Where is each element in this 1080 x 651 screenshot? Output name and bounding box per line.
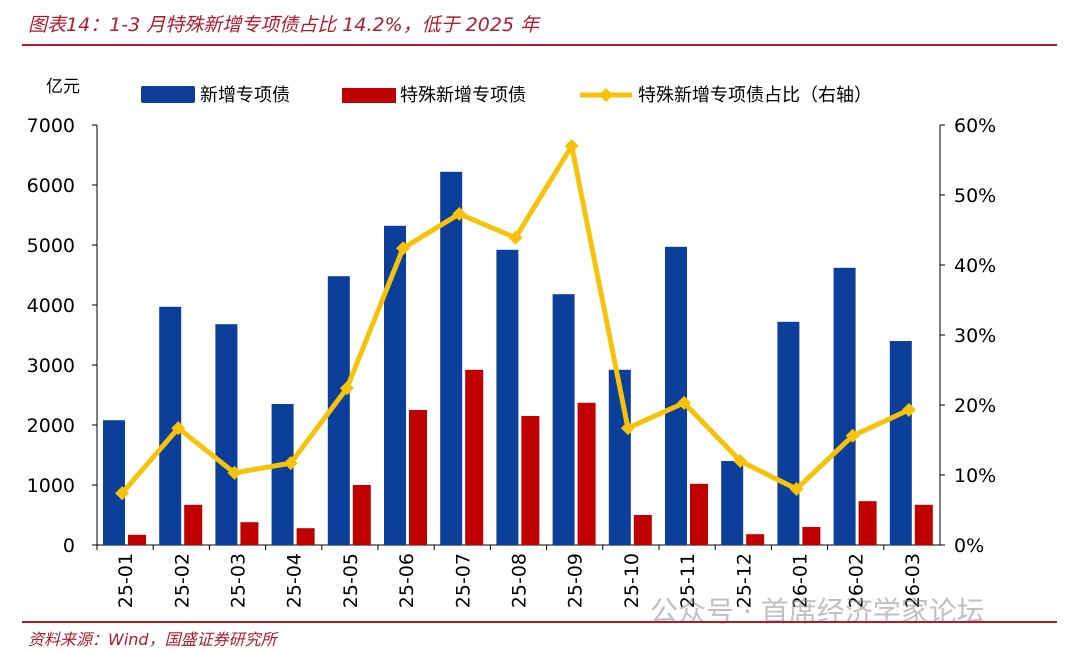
line-marker <box>396 241 411 256</box>
line-marker <box>901 402 916 417</box>
x-tick-label: 25-07 <box>452 553 474 608</box>
line-marker <box>339 381 354 396</box>
figure-title: 图表14：1-3 月特殊新增专项债占比 14.2%，低于 2025 年 <box>28 14 540 36</box>
x-tick-label: 25-06 <box>396 553 418 608</box>
line-marker <box>452 206 467 221</box>
y-tick-label: 1000 <box>27 475 75 497</box>
line-marker <box>115 486 130 501</box>
line-marker <box>845 428 860 443</box>
line-marker <box>677 395 692 410</box>
y-tick-label: 7000 <box>27 115 75 137</box>
x-tick-label: 25-10 <box>621 553 643 608</box>
bar-special-new-bond <box>521 416 540 545</box>
y2-tick-label: 40% <box>954 255 996 277</box>
bar-new-special-bond <box>271 404 294 545</box>
legend-label: 新增专项债 <box>200 85 290 106</box>
line-marker <box>283 456 298 471</box>
line-marker <box>733 454 748 468</box>
y2-tick-label: 50% <box>954 185 996 207</box>
x-tick-label: 26-01 <box>790 553 812 608</box>
bar-new-special-bond <box>665 246 687 546</box>
y-tick-label: 0 <box>63 535 75 557</box>
y-tick-label: 2000 <box>27 415 75 437</box>
x-tick-label: 25-12 <box>733 553 755 608</box>
x-tick-label: 26-02 <box>846 553 868 608</box>
bar-new-special-bond <box>889 341 912 545</box>
bar-special-new-bond <box>858 501 877 545</box>
y2-tick-label: 10% <box>954 465 996 487</box>
bar-special-new-bond <box>296 528 315 545</box>
line-marker <box>789 482 804 496</box>
line-marker <box>227 465 242 480</box>
y2-tick-label: 0% <box>954 535 984 557</box>
line-marker <box>620 421 635 436</box>
bar-new-special-bond <box>552 294 575 545</box>
bar-special-new-bond <box>184 504 203 545</box>
x-tick-label: 25-05 <box>340 553 362 608</box>
bar-new-special-bond <box>327 276 350 545</box>
bar-new-special-bond <box>777 321 800 545</box>
bar-special-new-bond <box>409 410 427 545</box>
bar-new-special-bond <box>215 324 238 545</box>
title-divider <box>22 44 1057 46</box>
bar-special-new-bond <box>802 527 821 545</box>
bar-new-special-bond <box>159 306 182 545</box>
bar-new-special-bond <box>496 249 519 546</box>
bar-special-new-bond <box>746 534 765 545</box>
y-tick-label: 5000 <box>27 235 75 257</box>
x-tick-label: 25-02 <box>171 553 193 608</box>
legend-marker <box>599 88 613 102</box>
y-tick-label: 3000 <box>27 355 75 377</box>
line-marker <box>508 230 523 245</box>
x-tick-label: 25-09 <box>565 553 587 608</box>
source-note: 资料来源：Wind，国盛证券研究所 <box>28 630 277 649</box>
bar-special-new-bond <box>577 402 596 545</box>
bar-special-new-bond <box>690 483 708 545</box>
source-divider <box>22 621 1057 623</box>
y-tick-label: 6000 <box>27 175 75 197</box>
x-tick-label: 25-08 <box>509 553 531 608</box>
bar-new-special-bond <box>103 420 125 545</box>
line-marker <box>171 421 186 436</box>
y2-tick-label: 30% <box>954 325 996 347</box>
bar-special-new-bond <box>352 485 371 545</box>
bar-new-special-bond <box>440 171 463 546</box>
x-tick-label: 25-01 <box>115 553 137 608</box>
x-tick-label: 25-11 <box>677 553 699 608</box>
y-axis-unit: 亿元 <box>46 77 80 97</box>
x-tick-label: 25-03 <box>228 553 250 608</box>
legend-label: 特殊新增专项债 <box>400 85 526 106</box>
line-marker <box>564 139 579 153</box>
bar-new-special-bond <box>384 225 406 546</box>
bar-special-new-bond <box>240 522 259 545</box>
legend-swatch-red <box>342 88 396 103</box>
x-tick-label: 25-04 <box>284 553 306 608</box>
bar-special-new-bond <box>633 515 652 545</box>
bar-new-special-bond <box>833 267 856 545</box>
bar-special-new-bond <box>128 534 146 545</box>
bar-special-new-bond <box>914 504 933 545</box>
legend-label: 特殊新增专项债占比（右轴） <box>638 85 872 106</box>
y2-tick-label: 60% <box>954 115 996 137</box>
bar-new-special-bond <box>721 461 744 545</box>
watermark: 公众号 · 首席经济学家论坛 <box>650 595 985 628</box>
y2-tick-label: 20% <box>954 395 996 417</box>
bar-special-new-bond <box>465 369 484 545</box>
x-tick-label: 26-03 <box>902 553 924 608</box>
y-tick-label: 4000 <box>27 295 75 317</box>
legend-swatch-blue <box>141 86 195 103</box>
